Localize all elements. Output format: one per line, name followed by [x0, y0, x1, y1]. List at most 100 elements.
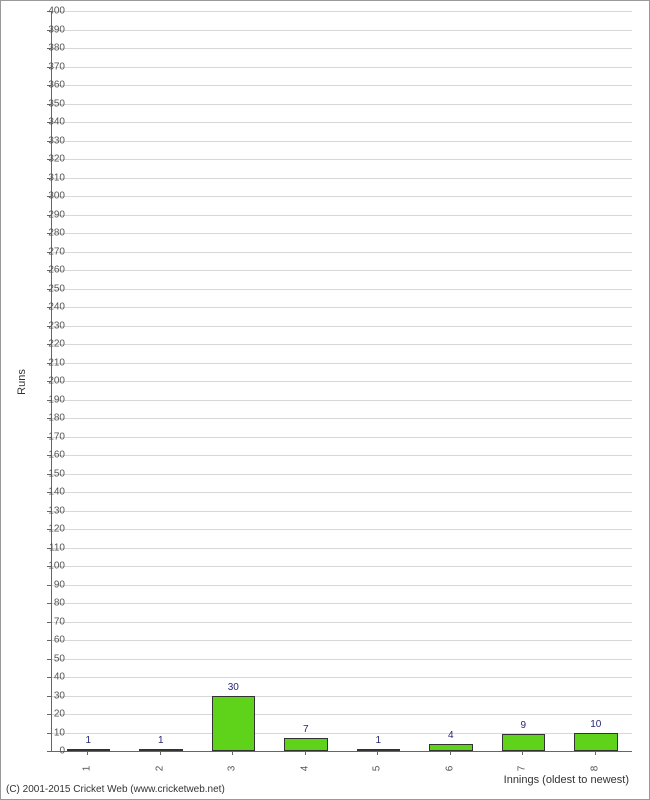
bar	[212, 696, 256, 752]
ytick-mark	[47, 67, 51, 68]
gridline	[52, 603, 632, 604]
ytick-mark	[47, 30, 51, 31]
gridline	[52, 622, 632, 623]
ytick-mark	[47, 141, 51, 142]
gridline	[52, 215, 632, 216]
gridline	[52, 11, 632, 12]
xtick-label: 6	[444, 766, 455, 772]
gridline	[52, 455, 632, 456]
xtick-mark	[377, 751, 378, 755]
gridline	[52, 400, 632, 401]
gridline	[52, 141, 632, 142]
xtick-label: 7	[517, 766, 528, 772]
gridline	[52, 511, 632, 512]
xtick-label: 3	[227, 766, 238, 772]
xtick-mark	[595, 751, 596, 755]
copyright-text: (C) 2001-2015 Cricket Web (www.cricketwe…	[6, 784, 225, 795]
gridline	[52, 659, 632, 660]
xtick-mark	[87, 751, 88, 755]
ytick-mark	[47, 418, 51, 419]
ytick-mark	[47, 733, 51, 734]
xtick-mark	[232, 751, 233, 755]
ytick-mark	[47, 233, 51, 234]
bar	[502, 734, 546, 751]
ytick-mark	[47, 122, 51, 123]
ytick-mark	[47, 363, 51, 364]
xtick-label: 8	[589, 766, 600, 772]
gridline	[52, 196, 632, 197]
ytick-mark	[47, 529, 51, 530]
bar-value-label: 9	[520, 720, 526, 731]
ytick-mark	[47, 381, 51, 382]
gridline	[52, 474, 632, 475]
ytick-mark	[47, 344, 51, 345]
ytick-mark	[47, 104, 51, 105]
chart-container: 1130714910 Runs Innings (oldest to newes…	[0, 0, 650, 800]
ytick-mark	[47, 455, 51, 456]
gridline	[52, 48, 632, 49]
bar-value-label: 1	[85, 735, 91, 746]
ytick-mark	[47, 585, 51, 586]
gridline	[52, 67, 632, 68]
bar-value-label: 30	[228, 682, 239, 693]
gridline	[52, 548, 632, 549]
gridline	[52, 233, 632, 234]
gridline	[52, 344, 632, 345]
gridline	[52, 289, 632, 290]
bar	[574, 733, 618, 752]
bar-value-label: 7	[303, 724, 309, 735]
ytick-mark	[47, 326, 51, 327]
ytick-mark	[47, 48, 51, 49]
bar	[67, 749, 111, 751]
ytick-mark	[47, 714, 51, 715]
gridline	[52, 178, 632, 179]
ytick-mark	[47, 178, 51, 179]
gridline	[52, 714, 632, 715]
xtick-mark	[522, 751, 523, 755]
xtick-mark	[450, 751, 451, 755]
ytick-mark	[47, 677, 51, 678]
ytick-mark	[47, 289, 51, 290]
xtick-label: 4	[299, 766, 310, 772]
ytick-mark	[47, 85, 51, 86]
ytick-mark	[47, 11, 51, 12]
bar	[429, 744, 473, 751]
ytick-mark	[47, 159, 51, 160]
ytick-mark	[47, 270, 51, 271]
bar-value-label: 1	[158, 735, 164, 746]
bar-value-label: 10	[590, 719, 601, 730]
gridline	[52, 492, 632, 493]
gridline	[52, 307, 632, 308]
gridline	[52, 252, 632, 253]
bar-value-label: 1	[375, 735, 381, 746]
gridline	[52, 585, 632, 586]
ytick-mark	[47, 640, 51, 641]
ytick-mark	[47, 474, 51, 475]
xtick-label: 5	[372, 766, 383, 772]
gridline	[52, 418, 632, 419]
ytick-mark	[47, 548, 51, 549]
gridline	[52, 122, 632, 123]
gridline	[52, 30, 632, 31]
ytick-mark	[47, 566, 51, 567]
ytick-mark	[47, 400, 51, 401]
xtick-label: 1	[82, 766, 93, 772]
xtick-mark	[160, 751, 161, 755]
ytick-mark	[47, 659, 51, 660]
ytick-mark	[47, 196, 51, 197]
ytick-mark	[47, 696, 51, 697]
gridline	[52, 159, 632, 160]
ytick-mark	[47, 307, 51, 308]
ytick-mark	[47, 751, 51, 752]
bar-value-label: 4	[448, 730, 454, 741]
ytick-mark	[47, 603, 51, 604]
gridline	[52, 381, 632, 382]
gridline	[52, 326, 632, 327]
y-axis-label: Runs	[16, 369, 28, 395]
gridline	[52, 363, 632, 364]
plot-area: 1 1 30 7 1 4 9 10	[51, 11, 632, 752]
gridline	[52, 733, 632, 734]
ytick-mark	[47, 511, 51, 512]
ytick-mark	[47, 492, 51, 493]
ytick-mark	[47, 252, 51, 253]
